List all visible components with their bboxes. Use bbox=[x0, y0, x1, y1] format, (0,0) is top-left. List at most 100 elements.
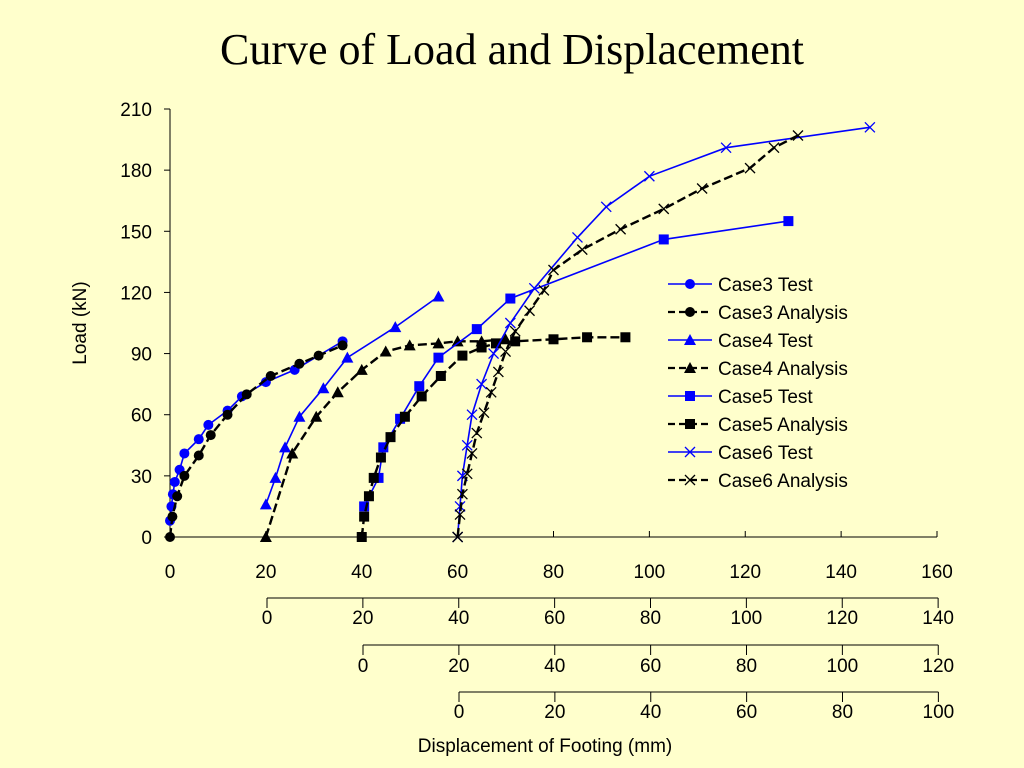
data-point bbox=[466, 447, 478, 459]
data-point bbox=[548, 264, 559, 276]
legend-label: Case3 Analysis bbox=[718, 303, 848, 324]
data-point bbox=[165, 532, 175, 542]
data-point bbox=[471, 324, 482, 335]
chart-title: Curve of Load and Displacement bbox=[219, 25, 805, 74]
data-point bbox=[461, 468, 473, 480]
data-point bbox=[259, 531, 272, 542]
data-point bbox=[399, 411, 410, 422]
data-point bbox=[279, 441, 292, 453]
data-point bbox=[286, 447, 299, 459]
data-point bbox=[509, 325, 521, 337]
y-axis-title: Load (kN) bbox=[70, 281, 91, 364]
x-tick-label: 100 bbox=[634, 562, 666, 583]
legend-label: Case4 Analysis bbox=[718, 359, 848, 380]
x-tick-label: 160 bbox=[921, 562, 953, 583]
data-point bbox=[658, 234, 669, 245]
data-point bbox=[466, 409, 478, 421]
x-tick-label: 20 bbox=[448, 656, 469, 677]
data-point bbox=[643, 170, 655, 182]
legend-label: Case5 Test bbox=[718, 387, 813, 408]
data-point bbox=[356, 532, 367, 542]
data-point bbox=[685, 307, 695, 317]
series-line-2 bbox=[168, 344, 344, 538]
data-point bbox=[379, 345, 392, 357]
x-tick-label: 60 bbox=[544, 608, 565, 629]
data-point bbox=[389, 321, 402, 333]
x-tick-label: 40 bbox=[544, 656, 565, 677]
data-point bbox=[317, 382, 330, 394]
data-point bbox=[685, 279, 695, 289]
data-point bbox=[355, 363, 368, 375]
data-point bbox=[432, 337, 445, 349]
data-point bbox=[454, 509, 466, 521]
data-point bbox=[368, 472, 379, 483]
data-point bbox=[684, 334, 696, 345]
data-point bbox=[696, 183, 708, 194]
x-tick-label: 0 bbox=[358, 656, 369, 677]
data-point bbox=[548, 334, 559, 345]
data-point bbox=[478, 407, 490, 419]
data-point bbox=[500, 346, 512, 357]
x-tick-label: 40 bbox=[640, 702, 661, 723]
x-tick-label: 0 bbox=[454, 702, 465, 723]
legend-label: Case4 Test bbox=[718, 331, 813, 352]
y-tick-label: 210 bbox=[120, 100, 152, 121]
data-point bbox=[510, 336, 521, 347]
data-point bbox=[456, 488, 468, 500]
data-point bbox=[461, 439, 473, 451]
data-point bbox=[620, 332, 631, 343]
data-point bbox=[310, 410, 323, 422]
data-point bbox=[359, 501, 370, 512]
legend-label: Case3 Test bbox=[718, 275, 813, 296]
data-point bbox=[658, 203, 670, 215]
y-tick-label: 180 bbox=[120, 161, 152, 182]
data-point bbox=[488, 348, 500, 360]
data-point bbox=[222, 409, 233, 420]
x-tick-label: 40 bbox=[448, 608, 469, 629]
x-axis-title: Displacement of Footing (mm) bbox=[418, 736, 672, 757]
data-point bbox=[293, 410, 306, 422]
data-point bbox=[685, 419, 695, 429]
x-tick-label: 120 bbox=[922, 656, 954, 677]
data-point bbox=[615, 223, 627, 235]
data-point bbox=[864, 121, 876, 133]
data-point bbox=[331, 386, 344, 398]
x-tick-label: 120 bbox=[826, 608, 858, 629]
series-line-7 bbox=[456, 126, 871, 538]
data-point bbox=[172, 491, 183, 502]
data-point bbox=[768, 142, 780, 154]
x-tick-label: 40 bbox=[351, 562, 372, 583]
data-point bbox=[378, 442, 389, 453]
y-tick-label: 60 bbox=[131, 406, 152, 427]
data-point bbox=[684, 446, 696, 458]
x-tick-label: 100 bbox=[731, 608, 763, 629]
data-point bbox=[167, 511, 178, 522]
x-tick-label: 80 bbox=[543, 562, 564, 583]
y-tick-label: 120 bbox=[120, 283, 152, 304]
series-line-3 bbox=[265, 295, 439, 505]
data-point bbox=[241, 389, 252, 400]
data-point bbox=[582, 332, 593, 343]
x-tick-label: 120 bbox=[729, 562, 761, 583]
data-point bbox=[451, 335, 464, 347]
x-tick-label: 60 bbox=[736, 702, 757, 723]
data-point bbox=[203, 419, 214, 430]
data-point bbox=[375, 452, 386, 463]
data-point bbox=[294, 358, 305, 369]
data-point bbox=[359, 511, 370, 522]
data-point bbox=[492, 366, 504, 378]
x-tick-label: 140 bbox=[922, 608, 954, 629]
data-point bbox=[538, 284, 550, 296]
data-point bbox=[179, 448, 190, 459]
data-point bbox=[403, 339, 416, 351]
x-tick-label: 80 bbox=[640, 608, 661, 629]
x-tick-label: 20 bbox=[255, 562, 276, 583]
data-point bbox=[684, 362, 696, 373]
data-point bbox=[485, 386, 497, 398]
data-point bbox=[414, 381, 425, 392]
data-point bbox=[504, 317, 516, 329]
data-point bbox=[259, 498, 272, 510]
data-point bbox=[744, 162, 756, 174]
data-point bbox=[576, 244, 588, 256]
